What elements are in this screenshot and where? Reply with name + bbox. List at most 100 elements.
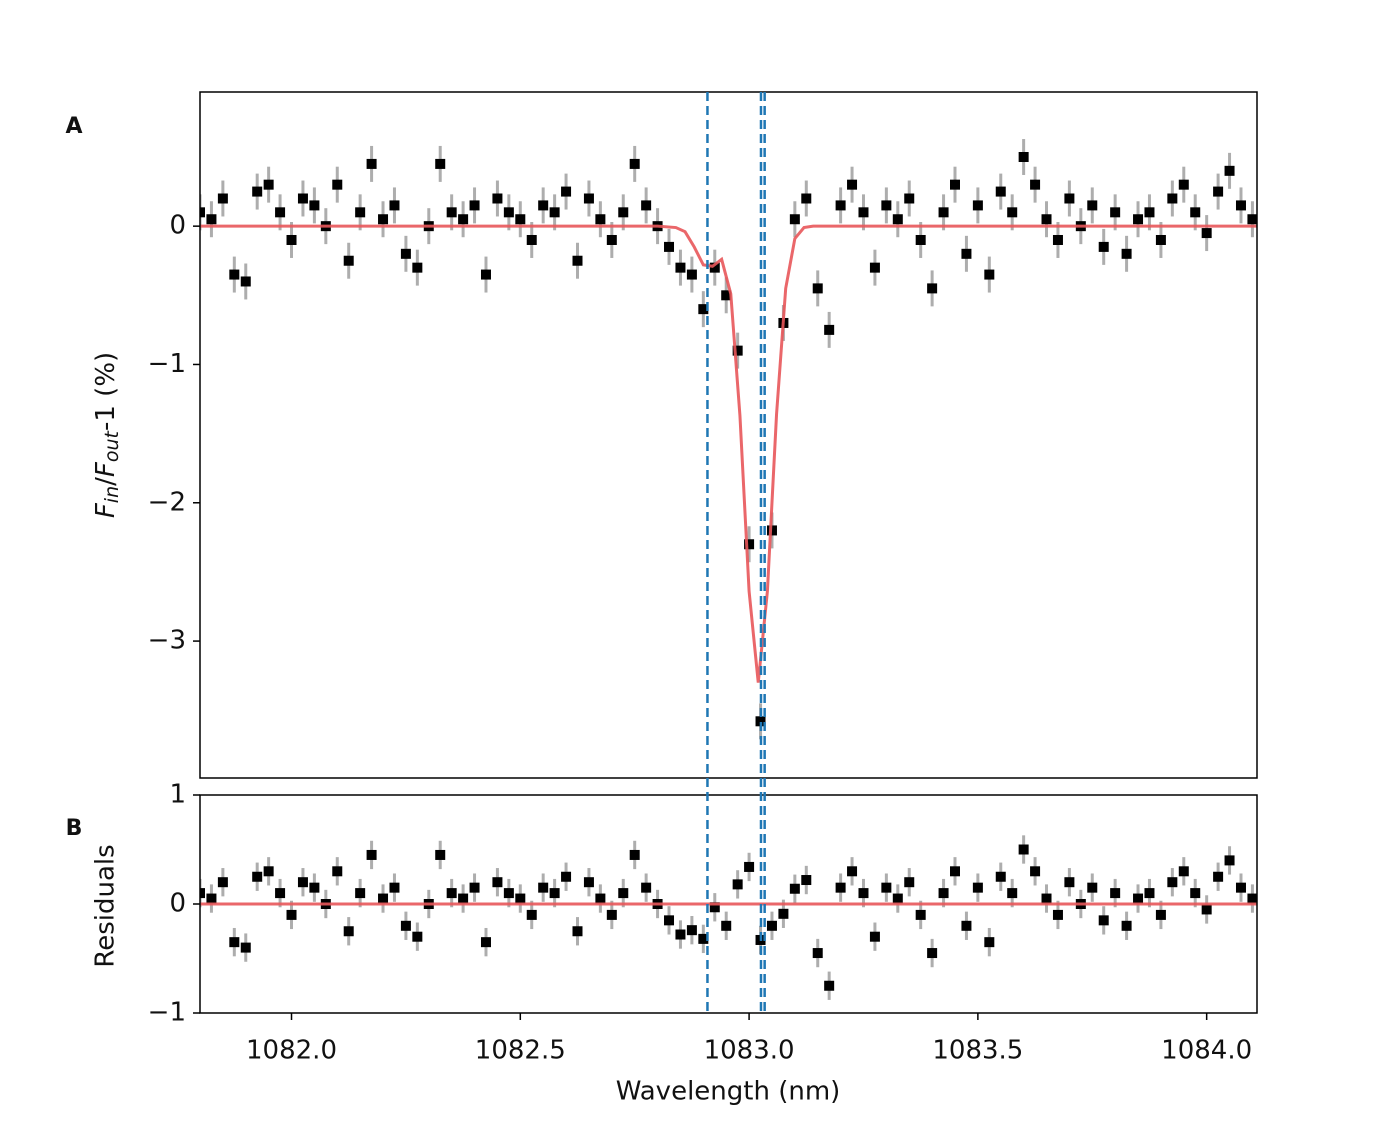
data-point [286,234,297,245]
data-point [297,193,308,204]
data-point [835,200,846,211]
data-point [252,871,263,882]
data-point [1190,888,1201,899]
data-point [492,193,503,204]
data-point [206,214,217,225]
data-point [812,948,823,959]
data-point [1110,207,1121,218]
data-point [995,186,1006,197]
data-point [378,214,389,225]
data-point [332,866,343,877]
data-point [1213,871,1224,882]
data-point [412,262,423,273]
data-point [698,933,709,944]
data-point [812,283,823,294]
data-point [744,539,755,550]
data-point [515,893,526,904]
data-point [664,915,675,926]
data-point [1201,904,1212,915]
x-axis-label: Wavelength (nm) [616,1077,841,1107]
data-point [343,255,354,266]
data-point [492,877,503,888]
data-point [904,877,915,888]
data-point [927,283,938,294]
data-point [709,902,720,913]
data-point [469,882,480,893]
data-point [309,882,320,893]
data-point [572,926,583,937]
data-point [869,931,880,942]
data-point [1018,152,1029,163]
data-point [629,849,640,860]
y-label-part: in [101,486,123,503]
data-point [1041,893,1052,904]
data-point [629,158,640,169]
data-point [1247,214,1257,225]
data-point [503,207,514,218]
data-point [915,909,926,920]
data-point [200,888,205,899]
data-point [538,200,549,211]
data-point [469,200,480,211]
data-point [755,716,766,727]
y-label-part: / [91,477,121,486]
data-point [1190,207,1201,218]
data-point [744,861,755,872]
data-point [343,926,354,937]
data-point [583,193,594,204]
data-point [664,241,675,252]
data-point [1155,909,1166,920]
data-point [618,207,629,218]
data-point [549,207,560,218]
data-point [1133,214,1144,225]
data-point [286,909,297,920]
y-tick-label: 0 [169,211,186,241]
data-point [1133,893,1144,904]
plot-area [200,835,1257,1000]
data-point [892,214,903,225]
y-tick-label: −1 [148,998,186,1028]
y-tick-label: 0 [169,889,186,919]
data-point [641,200,652,211]
x-tick-label: 1083.5 [932,1036,1023,1066]
data-point [950,179,960,190]
data-point [1030,866,1041,877]
data-point [389,882,400,893]
data-point [1213,186,1224,197]
data-point [675,929,686,940]
data-point [1098,241,1109,252]
data-point [927,948,938,959]
data-point [1007,207,1018,218]
data-point [904,193,915,204]
data-point [1121,920,1132,931]
data-point [881,882,892,893]
data-point [766,920,777,931]
data-point [972,882,983,893]
data-point [526,234,537,245]
data-point [1155,234,1166,245]
data-point [984,937,995,948]
data-point [1178,866,1189,877]
data-point [686,269,697,280]
y-tick-label: −2 [148,487,186,517]
data-point [595,214,606,225]
data-point [641,882,652,893]
data-point [938,207,949,218]
data-point [400,248,411,259]
data-point [618,888,629,899]
data-point [217,193,228,204]
data-point [515,214,526,225]
data-point [240,276,251,287]
data-point [869,262,880,273]
data-point [435,849,446,860]
data-point [526,909,537,920]
y-tick-label: −3 [148,626,186,656]
data-point [1087,882,1098,893]
data-point [789,214,800,225]
data-point [732,879,743,890]
data-point [583,877,594,888]
data-point [572,255,583,266]
data-point [1018,844,1029,855]
x-tick-label: 1082.0 [246,1036,337,1066]
data-point [1121,248,1132,259]
